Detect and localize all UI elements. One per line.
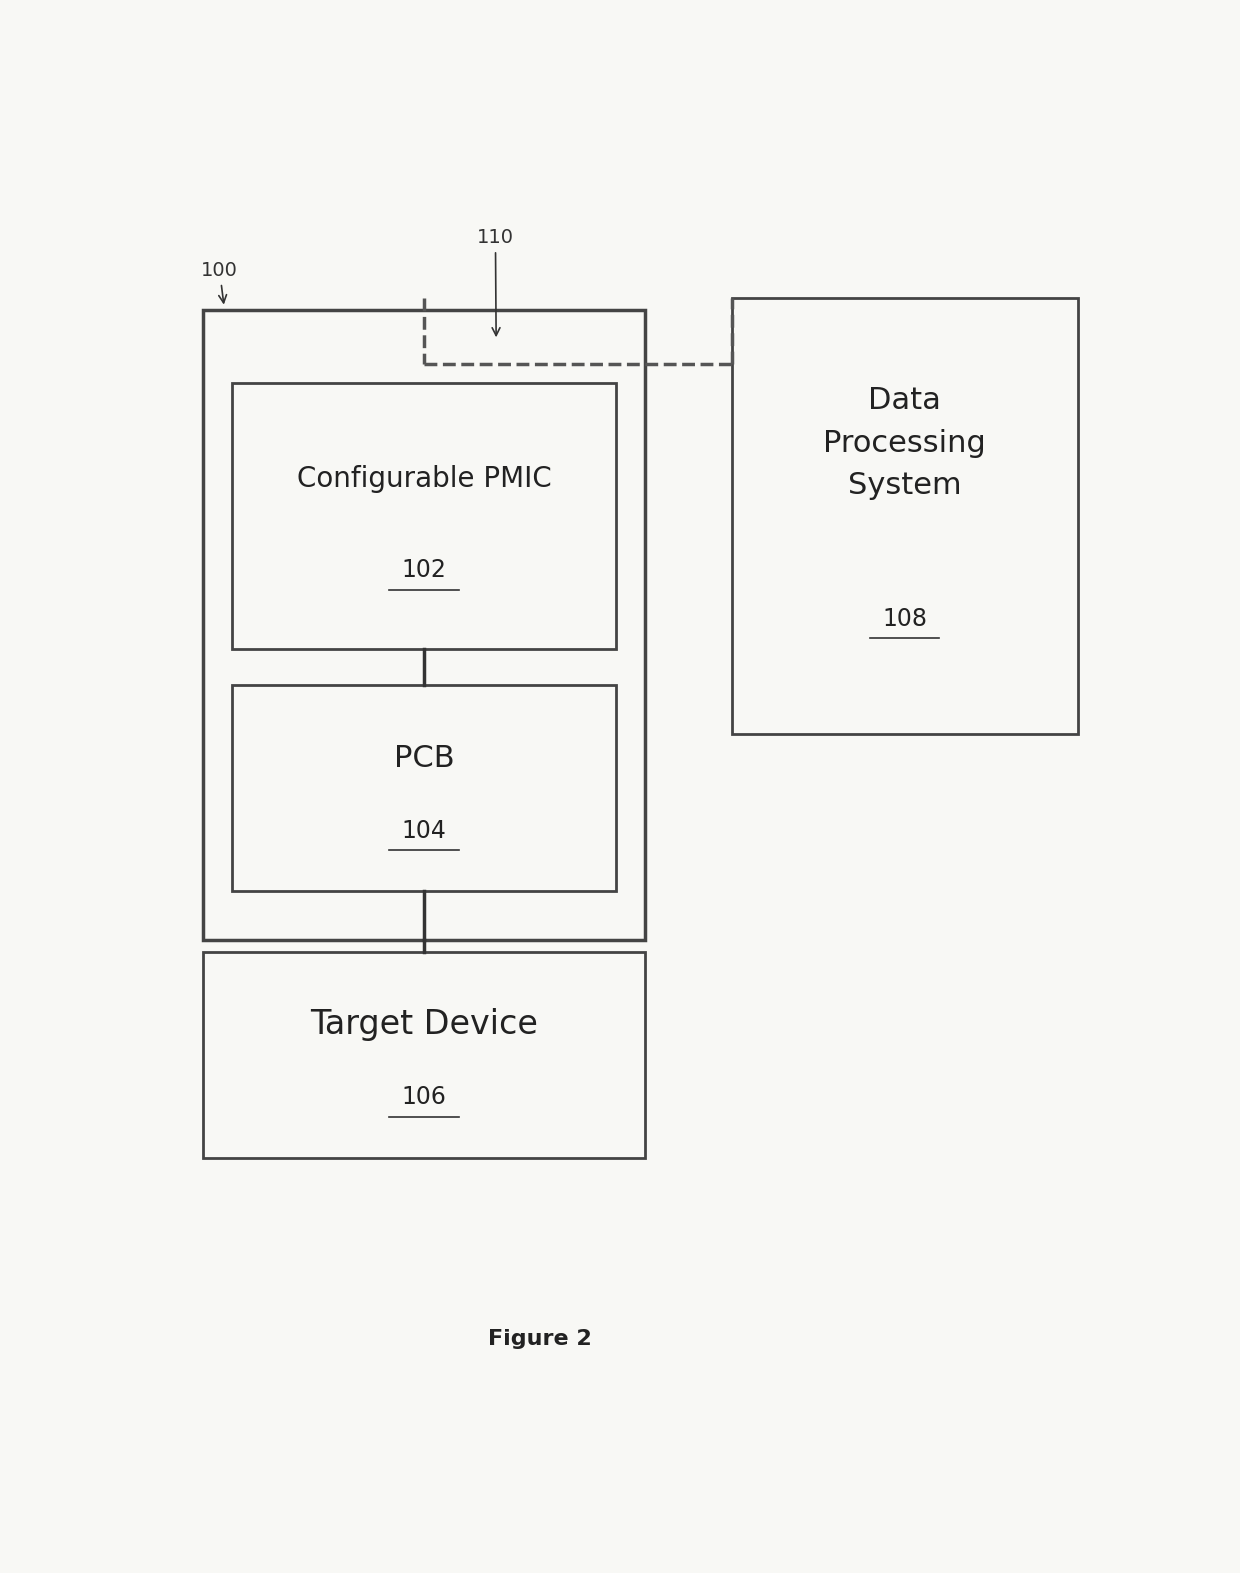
Bar <box>232 382 616 650</box>
Text: 102: 102 <box>402 558 446 582</box>
Bar <box>203 952 645 1158</box>
Text: 110: 110 <box>477 228 513 335</box>
Text: Target Device: Target Device <box>310 1008 538 1041</box>
Bar <box>232 686 616 892</box>
Text: 106: 106 <box>402 1085 446 1109</box>
Bar <box>732 297 1078 733</box>
Text: Figure 2: Figure 2 <box>487 1329 591 1350</box>
Text: Data
Processing
System: Data Processing System <box>823 385 986 500</box>
Text: Configurable PMIC: Configurable PMIC <box>296 466 552 494</box>
Text: 108: 108 <box>882 607 928 631</box>
Text: PCB: PCB <box>394 744 454 772</box>
Bar <box>203 310 645 939</box>
Text: 104: 104 <box>402 818 446 843</box>
Text: 100: 100 <box>201 261 238 304</box>
